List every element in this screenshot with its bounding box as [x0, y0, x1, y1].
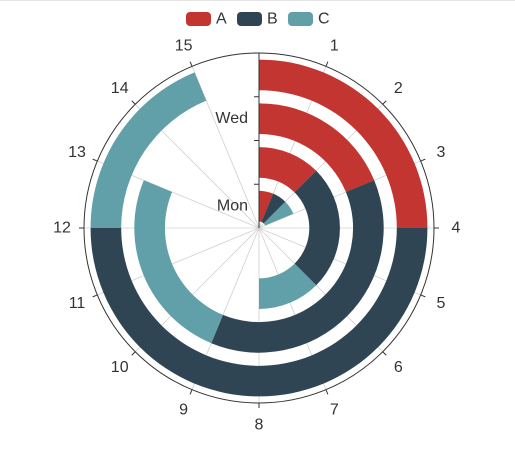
- angle-tick-label: 3: [437, 144, 446, 161]
- angle-tick: [189, 61, 193, 67]
- legend-item-c[interactable]: C: [288, 11, 330, 28]
- angle-tick: [325, 61, 329, 67]
- angle-tick-label: 12: [53, 220, 71, 237]
- angle-tick-label: 8: [255, 417, 264, 434]
- legend-swatch: [237, 12, 262, 26]
- top-divider: [0, 0, 515, 1]
- radius-label-mon: Mon: [217, 198, 248, 215]
- angle-tick-label: 6: [394, 359, 403, 376]
- bar-a-thu[interactable]: [259, 59, 428, 228]
- angle-tick: [131, 351, 136, 356]
- bars: [90, 59, 428, 397]
- bar-b-tue[interactable]: [294, 170, 340, 286]
- bar-c-tue[interactable]: [259, 263, 317, 309]
- bar-c-wed[interactable]: [134, 180, 224, 344]
- bar-b-mon[interactable]: [261, 193, 286, 224]
- angle-tick: [92, 158, 98, 162]
- angle-tick-label: 10: [111, 359, 129, 376]
- angle-tick-label: 13: [68, 144, 86, 161]
- angle-tick-label: 7: [330, 402, 339, 419]
- angle-tick-label: 2: [394, 80, 403, 97]
- legend-label: C: [318, 11, 330, 28]
- radius-label-wed: Wed: [215, 110, 248, 127]
- bar-a-mon[interactable]: [259, 190, 274, 222]
- bar-c-thu[interactable]: [90, 72, 207, 229]
- angle-tick-label: 11: [69, 295, 86, 312]
- angle-tick: [420, 294, 426, 298]
- angle-tick: [382, 100, 387, 105]
- legend-swatch: [288, 12, 313, 26]
- bar-a-wed[interactable]: [259, 103, 375, 193]
- angle-tick-label: 15: [175, 37, 193, 54]
- legend-item-b[interactable]: B: [237, 11, 278, 28]
- legend-swatch: [186, 12, 211, 26]
- angle-tick-label: 9: [179, 402, 188, 419]
- angle-tick-label: 5: [437, 295, 446, 312]
- angle-tick-label: 1: [330, 37, 339, 54]
- angle-tick-label: 14: [111, 80, 129, 97]
- bar-b-wed[interactable]: [211, 180, 384, 353]
- legend-item-a[interactable]: A: [186, 11, 227, 28]
- angle-tick: [382, 351, 387, 356]
- angle-tick-label: 4: [452, 220, 461, 237]
- legend-label: A: [216, 11, 227, 28]
- angle-tick: [189, 389, 193, 395]
- angle-tick: [92, 294, 98, 298]
- angle-tick: [131, 100, 136, 105]
- legend-label: B: [267, 11, 278, 28]
- angle-tick: [325, 389, 329, 395]
- bar-c-mon[interactable]: [263, 201, 294, 226]
- angle-tick: [420, 158, 426, 162]
- bar-a-tue[interactable]: [259, 147, 317, 193]
- bar-b-thu[interactable]: [90, 228, 428, 397]
- legend: A B C: [186, 11, 330, 28]
